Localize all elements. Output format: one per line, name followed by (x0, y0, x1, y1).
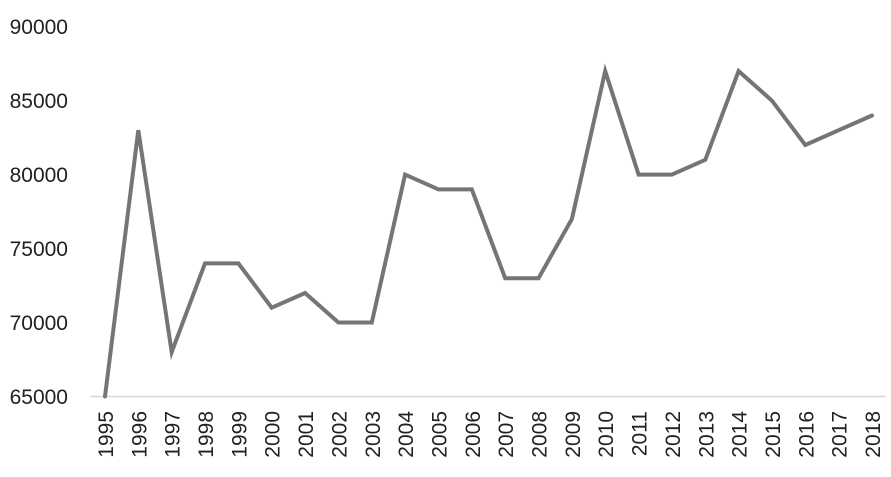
x-tick-label: 2010 (595, 411, 618, 458)
x-tick-label: 2000 (262, 411, 285, 458)
x-tick-label: 1995 (95, 411, 118, 458)
x-tick-label: 2014 (729, 411, 752, 458)
y-tick-label: 70000 (10, 312, 68, 335)
x-tick-label: 1999 (228, 411, 251, 458)
x-tick-label: 2016 (795, 411, 818, 458)
x-tick-label: 2003 (362, 411, 385, 458)
x-tick-label: 2018 (862, 411, 885, 458)
x-tick-label: 2005 (428, 411, 451, 458)
y-tick-label: 85000 (10, 90, 68, 113)
x-tick-label: 1997 (162, 411, 185, 458)
y-tick-label: 65000 (10, 386, 68, 409)
x-tick-label: 2012 (662, 411, 685, 458)
x-tick-label: 1998 (195, 411, 218, 458)
x-tick-label: 2015 (762, 411, 785, 458)
x-tick-label: 2008 (529, 411, 552, 458)
x-tick-label: 2009 (562, 411, 585, 458)
x-tick-label: 2013 (695, 411, 718, 458)
x-tick-label: 2001 (295, 411, 318, 458)
x-tick-label: 1996 (128, 411, 151, 458)
y-tick-label: 90000 (10, 16, 68, 39)
x-tick-label: 2004 (395, 411, 418, 458)
x-tick-label: 2006 (462, 411, 485, 458)
y-tick-label: 75000 (10, 238, 68, 261)
x-tick-label: 2007 (495, 411, 518, 458)
x-tick-label: 2002 (328, 411, 351, 458)
x-tick-label: 2011 (629, 411, 652, 456)
y-tick-label: 80000 (10, 164, 68, 187)
x-tick-label: 2017 (829, 411, 852, 458)
data-series-line (103, 63, 874, 399)
